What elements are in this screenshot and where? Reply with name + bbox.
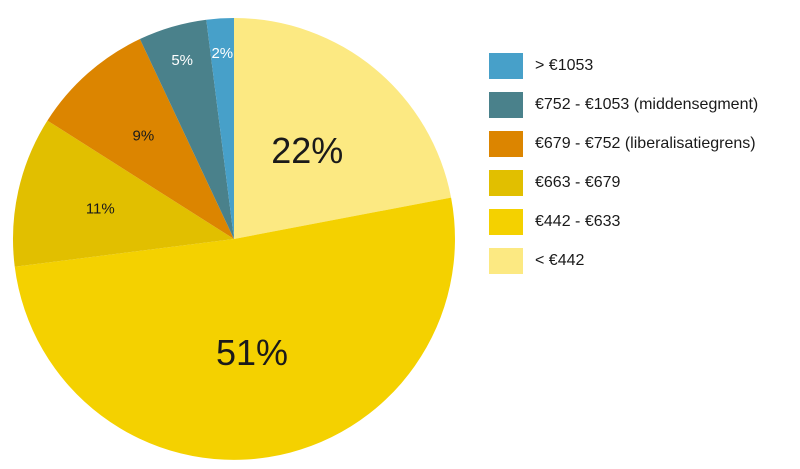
pie-slice-1053 bbox=[206, 17, 234, 239]
legend-item-663-679: €663 - €679 bbox=[489, 170, 758, 196]
pie-slice-663-679 bbox=[12, 120, 234, 267]
pie-label-442-633: 51% bbox=[216, 332, 288, 373]
pie-label-663-679: 11% bbox=[86, 201, 115, 218]
pie-label-442: 22% bbox=[271, 130, 343, 171]
legend-item-679-752-liberalisatiegrens: €679 - €752 (liberalisatiegrens) bbox=[489, 131, 758, 157]
legend-swatch bbox=[489, 170, 523, 196]
pie-slice-442 bbox=[234, 18, 452, 239]
pie-slice-679-752-liberalisatiegrens bbox=[47, 39, 235, 239]
pie-slice-442-633 bbox=[14, 197, 455, 460]
legend-item-442: < €442 bbox=[489, 248, 758, 274]
pie-label-1053: 2% bbox=[211, 45, 233, 62]
legend-swatch bbox=[489, 248, 523, 274]
pie-slice-752-1053-middensegment bbox=[139, 19, 234, 239]
legend-item-1053: > €1053 bbox=[489, 53, 758, 79]
legend-label: €679 - €752 (liberalisatiegrens) bbox=[535, 135, 756, 152]
legend-swatch bbox=[489, 92, 523, 118]
legend-swatch bbox=[489, 209, 523, 235]
legend-label: €663 - €679 bbox=[535, 174, 621, 191]
legend-label: < €442 bbox=[535, 252, 585, 269]
legend: > €1053 €752 - €1053 (middensegment) €679 … bbox=[489, 53, 758, 287]
legend-item-752-1053-middensegment: €752 - €1053 (middensegment) bbox=[489, 92, 758, 118]
legend-swatch bbox=[489, 131, 523, 157]
pie-label-679-752-liberalisatiegrens: 9% bbox=[133, 128, 155, 145]
legend-label: €442 - €633 bbox=[535, 213, 621, 230]
legend-label: €752 - €1053 (middensegment) bbox=[535, 96, 759, 113]
legend-item-442-633: €442 - €633 bbox=[489, 209, 758, 235]
legend-label: > €1053 bbox=[535, 57, 594, 74]
pie-label-752-1053-middensegment: 5% bbox=[171, 52, 193, 69]
legend-swatch bbox=[489, 53, 523, 79]
